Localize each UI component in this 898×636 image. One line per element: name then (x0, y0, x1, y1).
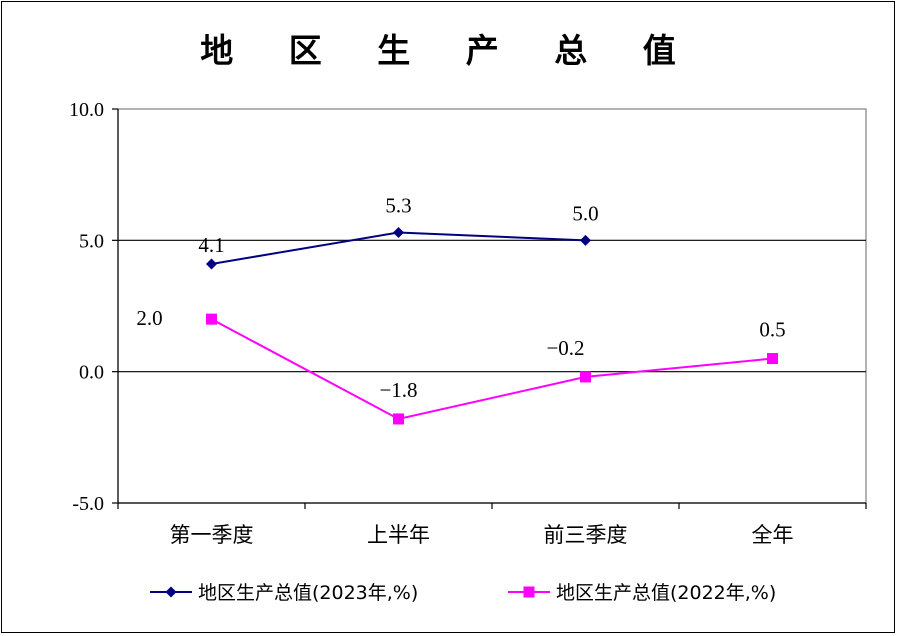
y-tick-label: 0.0 (79, 362, 104, 384)
data-label: 2.0 (136, 306, 162, 330)
data-point (393, 413, 404, 425)
data-label: 4.1 (198, 233, 224, 257)
x-tick-label: 全年 (752, 523, 794, 547)
data-point (767, 353, 778, 365)
data-point (165, 586, 177, 598)
legend-label: 地区生产总值(2023年,%) (198, 582, 418, 604)
legend-label: 地区生产总值(2022年,%) (556, 582, 776, 604)
data-point (393, 226, 404, 238)
data-point (523, 586, 535, 598)
plot-area (117, 108, 867, 504)
data-label: 0.5 (759, 318, 785, 342)
chart-title: 地 区 生 产 总 值 (200, 31, 698, 70)
data-point (206, 258, 217, 270)
data-label: −0.2 (546, 336, 584, 360)
y-tick-label: 10.0 (69, 99, 104, 121)
x-tick-label: 第一季度 (170, 523, 254, 547)
y-tick-label: -5.0 (72, 493, 104, 515)
data-point (580, 234, 591, 246)
data-label: 5.3 (385, 193, 411, 217)
data-point (206, 313, 217, 325)
data-label: −1.8 (379, 378, 417, 402)
series-line (211, 318, 773, 421)
data-label: 5.0 (572, 201, 598, 225)
data-point (580, 371, 591, 383)
x-tick-label: 前三季度 (544, 523, 628, 547)
y-tick-label: 5.0 (79, 230, 104, 252)
x-tick-label: 上半年 (367, 523, 430, 547)
